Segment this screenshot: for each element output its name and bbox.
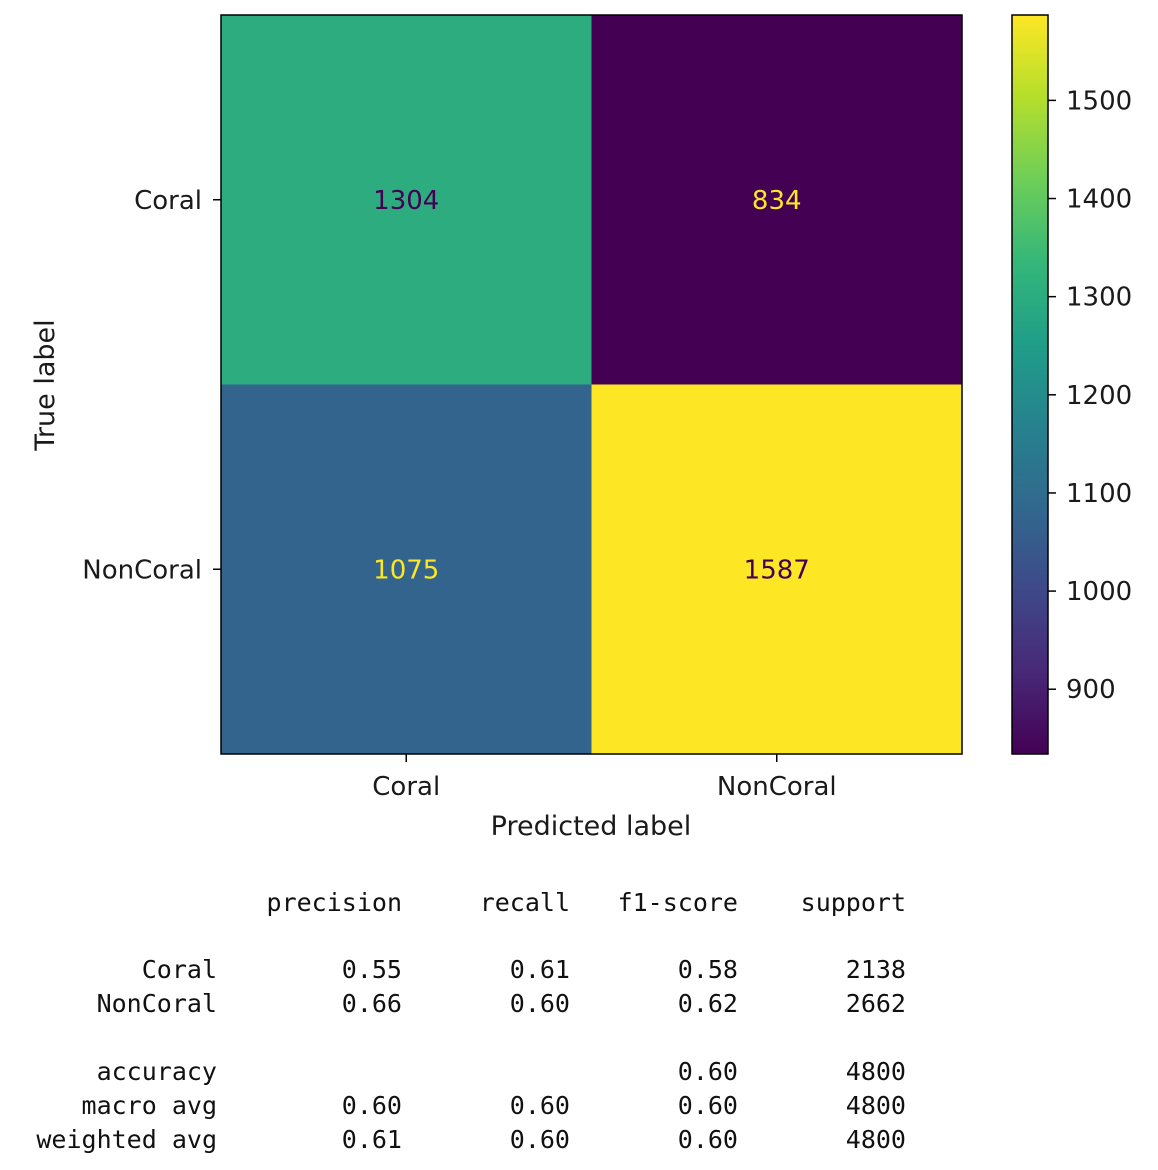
plot-frame bbox=[220, 14, 963, 755]
row-recall: 0.60 bbox=[509, 1125, 570, 1154]
colorbar-ticks: 900 1000 1100 1200 1300 1400 1500 bbox=[1048, 86, 1132, 705]
y-axis-label: True label bbox=[30, 319, 61, 451]
matrix-cells: 1304 834 1075 1587 bbox=[221, 15, 962, 754]
row-precision: 0.55 bbox=[341, 955, 402, 984]
colorbar-tick-label: 1200 bbox=[1066, 381, 1132, 411]
matrix-cell bbox=[221, 384, 592, 754]
row-f1: 0.60 bbox=[677, 1091, 738, 1120]
matrix-cell bbox=[591, 384, 962, 754]
y-tick-label: NonCoral bbox=[82, 555, 202, 585]
report-row-noncoral: NonCoral 0.66 0.60 0.62 2662 bbox=[0, 987, 1158, 1021]
row-f1: 0.60 bbox=[677, 1057, 738, 1086]
row-f1: 0.60 bbox=[677, 1125, 738, 1154]
row-label: weighted avg bbox=[36, 1125, 217, 1154]
row-label: Coral bbox=[141, 955, 217, 984]
x-axis-label: Predicted label bbox=[491, 811, 692, 842]
classification-report: precision recall f1-score support Coral … bbox=[0, 880, 1158, 1160]
colorbar-tick-label: 1400 bbox=[1066, 185, 1132, 215]
cell-value-label: 834 bbox=[752, 186, 802, 216]
report-header-row: precision recall f1-score support bbox=[0, 886, 1158, 920]
cell-value-label: 1304 bbox=[373, 186, 439, 216]
header-support: support bbox=[800, 888, 906, 917]
confusion-matrix-chart: 1304 834 1075 1587 Coral NonCoral Coral NonCo… bbox=[30, 14, 1132, 842]
cell-value-label: 1075 bbox=[373, 555, 439, 585]
y-tick-label: Coral bbox=[134, 186, 202, 216]
y-axis-ticks: Coral NonCoral bbox=[82, 186, 221, 585]
row-recall: 0.60 bbox=[509, 989, 570, 1018]
row-label: NonCoral bbox=[96, 989, 217, 1018]
colorbar bbox=[1011, 14, 1049, 755]
row-precision: 0.60 bbox=[341, 1091, 402, 1120]
header-recall: recall bbox=[479, 888, 570, 917]
row-recall: 0.61 bbox=[509, 955, 570, 984]
matrix-cell bbox=[221, 15, 592, 385]
colorbar-tick-label: 900 bbox=[1066, 675, 1116, 705]
colorbar-tick-label: 1100 bbox=[1066, 479, 1132, 509]
row-support: 2662 bbox=[845, 989, 906, 1018]
row-precision: 0.66 bbox=[341, 989, 402, 1018]
colorbar-tick-label: 1300 bbox=[1066, 283, 1132, 313]
row-support: 4800 bbox=[845, 1057, 906, 1086]
report-row-macro-avg: macro avg 0.60 0.60 0.60 4800 bbox=[0, 1089, 1158, 1123]
x-axis-ticks: Coral NonCoral bbox=[372, 754, 837, 802]
row-label: macro avg bbox=[81, 1091, 217, 1120]
cell-value-label: 1587 bbox=[744, 555, 810, 585]
row-f1: 0.62 bbox=[677, 989, 738, 1018]
x-tick-label: Coral bbox=[372, 772, 440, 802]
report-row-accuracy: accuracy 0.60 4800 bbox=[0, 1055, 1158, 1089]
matrix-cell bbox=[591, 15, 962, 385]
row-recall bbox=[420, 1055, 570, 1089]
row-support: 4800 bbox=[845, 1125, 906, 1154]
row-label: accuracy bbox=[96, 1057, 217, 1086]
row-support: 2138 bbox=[845, 955, 906, 984]
row-support: 4800 bbox=[845, 1091, 906, 1120]
row-precision bbox=[230, 1055, 402, 1089]
colorbar-tick-label: 1500 bbox=[1066, 86, 1132, 116]
row-precision: 0.61 bbox=[341, 1125, 402, 1154]
colorbar-tick-label: 1000 bbox=[1066, 577, 1132, 607]
x-tick-label: NonCoral bbox=[717, 772, 837, 802]
row-f1: 0.58 bbox=[677, 955, 738, 984]
report-row-weighted-avg: weighted avg 0.61 0.60 0.60 4800 bbox=[0, 1123, 1158, 1157]
report-row-coral: Coral 0.55 0.61 0.58 2138 bbox=[0, 953, 1158, 987]
header-f1-score: f1-score bbox=[617, 888, 738, 917]
row-recall: 0.60 bbox=[509, 1091, 570, 1120]
header-precision: precision bbox=[266, 888, 402, 917]
